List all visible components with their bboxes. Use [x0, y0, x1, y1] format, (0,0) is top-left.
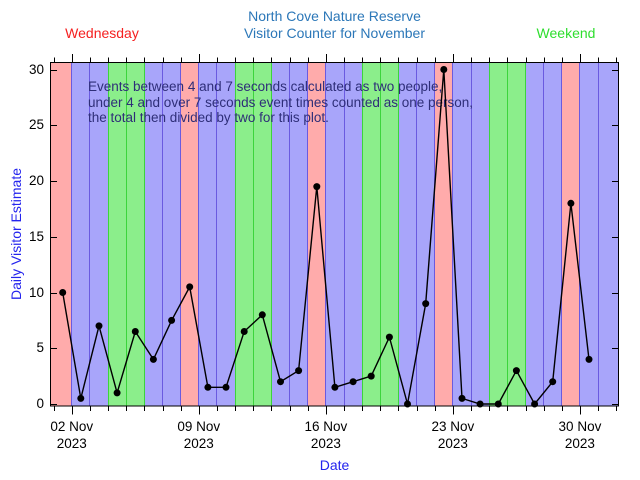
- band-boundary: [71, 62, 73, 406]
- y-tick-label: 10: [28, 284, 44, 300]
- x-tick-label: 09 Nov 2023: [177, 419, 221, 451]
- band-boundary: [561, 62, 563, 406]
- band-boundary: [488, 62, 490, 406]
- band-boundary: [579, 62, 581, 406]
- day-band-weekday: [598, 62, 619, 406]
- day-band-weekend: [507, 62, 526, 406]
- annotation-line-3: the total then divided by two for this p…: [88, 110, 329, 125]
- day-band-wednesday: [50, 62, 72, 406]
- day-band-weekday: [543, 62, 562, 406]
- band-boundary: [597, 62, 599, 406]
- x-tick-label: 30 Nov 2023: [558, 419, 602, 451]
- y-tick-label: 15: [28, 228, 44, 244]
- x-axis-title: Date: [319, 457, 350, 473]
- annotation-line-1: Events between 4 and 7 seconds calculate…: [88, 79, 443, 94]
- day-band-weekday: [579, 62, 599, 406]
- x-tick-label: 23 Nov 2023: [431, 419, 475, 451]
- annotation-line-2: under 4 and over 7 seconds event times c…: [88, 94, 474, 110]
- chart-title-line2: Visitor Counter for November: [243, 25, 426, 41]
- wednesday-legend-label: Wednesday: [65, 25, 139, 41]
- day-band-weekday: [525, 62, 544, 406]
- y-tick-label: 25: [28, 117, 44, 133]
- x-tick-label: 02 Nov 2023: [50, 419, 94, 451]
- y-tick-label: 0: [36, 396, 44, 411]
- weekend-legend-label: Weekend: [536, 25, 596, 41]
- chart-title-line1: North Cove Nature Reserve: [248, 8, 421, 24]
- band-boundary: [543, 62, 545, 406]
- day-band-weekday: [471, 62, 490, 406]
- day-band-weekend: [489, 62, 508, 406]
- day-band-wednesday: [561, 62, 580, 406]
- band-boundary: [506, 62, 508, 406]
- annotation-text: Events between 4 and 7 seconds calculate…: [88, 79, 473, 126]
- y-tick-label: 30: [28, 61, 44, 77]
- x-tick-label: 16 Nov 2023: [304, 419, 348, 451]
- y-tick-label: 20: [28, 173, 44, 188]
- y-tick-label: 5: [36, 340, 44, 356]
- band-boundary: [525, 62, 526, 406]
